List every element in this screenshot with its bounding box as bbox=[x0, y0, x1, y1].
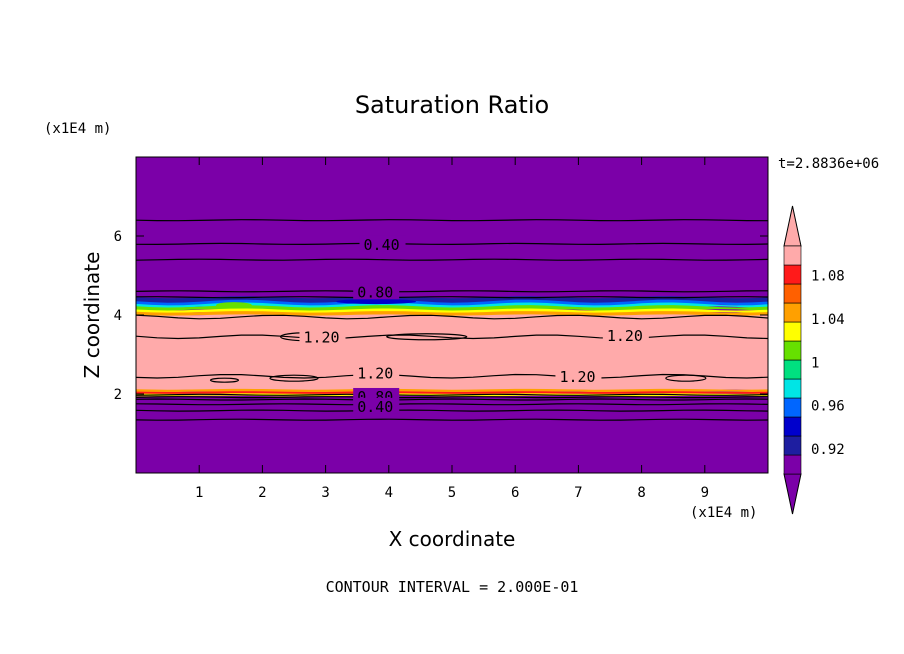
contour-line bbox=[135, 334, 769, 340]
contour-label: 1.20 bbox=[559, 368, 595, 386]
contour-label-bg bbox=[353, 364, 400, 381]
time-label: t=2.8836e+06 bbox=[778, 156, 879, 172]
colorbar-swatch bbox=[783, 359, 802, 380]
contour-line bbox=[135, 296, 769, 299]
contour-field bbox=[136, 157, 768, 473]
contour-line bbox=[135, 393, 769, 396]
contour-loop bbox=[269, 374, 319, 382]
colorbar-tick-label: 1.04 bbox=[811, 312, 845, 328]
colorbar-swatch bbox=[783, 283, 802, 304]
x-tick-label: 5 bbox=[448, 485, 456, 501]
band-lower-108 bbox=[136, 391, 768, 395]
contour-line bbox=[135, 314, 769, 320]
x-axis-unit: (x1E4 m) bbox=[690, 505, 757, 521]
colorbar: 1.08 1.04 1 0.96 0.92 bbox=[783, 205, 845, 515]
contour-line bbox=[135, 396, 769, 399]
contour-label-bg bbox=[353, 283, 400, 300]
contour-label: 0.40 bbox=[357, 398, 393, 416]
contour-label: 0.40 bbox=[364, 236, 400, 254]
colorbar-swatch bbox=[783, 340, 802, 361]
chart-title: Saturation Ratio bbox=[355, 91, 549, 119]
x-tick-label: 9 bbox=[701, 485, 709, 501]
contour-line bbox=[135, 373, 769, 379]
colorbar-tick-label: 1 bbox=[811, 355, 819, 371]
colorbar-swatch bbox=[783, 302, 802, 323]
contour-labels: 0.400.801.20 1.201.20 1.200.800.40 bbox=[299, 235, 649, 416]
contour-line bbox=[135, 258, 769, 261]
x-tick-label: 6 bbox=[511, 485, 519, 501]
x-tick-label: 7 bbox=[574, 485, 582, 501]
y-axis-label: Z coordinate bbox=[80, 252, 104, 379]
colorbar-top-arrow bbox=[783, 205, 802, 247]
x-tick-label: 3 bbox=[321, 485, 329, 501]
colorbar-swatch bbox=[783, 245, 802, 266]
colorbar-tick-label: 0.96 bbox=[811, 399, 845, 415]
colorbar-tick-label: 1.08 bbox=[811, 269, 845, 285]
contour-label: 1.20 bbox=[607, 327, 643, 345]
colorbar-swatch bbox=[783, 264, 802, 285]
contour-line bbox=[135, 290, 769, 293]
colorbar-swatch bbox=[783, 378, 802, 399]
y-tick-label: 6 bbox=[114, 229, 122, 245]
colorbar-swatch bbox=[783, 397, 802, 418]
y-axis-unit: (x1E4 m) bbox=[44, 121, 111, 137]
contour-label: 1.20 bbox=[357, 364, 393, 382]
x-tick-label: 4 bbox=[385, 485, 393, 501]
contour-line bbox=[135, 409, 769, 412]
contour-label-bg bbox=[555, 368, 602, 385]
x-axis-label: X coordinate bbox=[389, 527, 516, 551]
contour-line bbox=[135, 403, 769, 406]
contour-lines bbox=[135, 219, 769, 421]
band-upper-100 bbox=[136, 305, 768, 312]
contour-label: 1.20 bbox=[303, 329, 339, 347]
colorbar-swatch bbox=[783, 435, 802, 456]
colorbar-swatch bbox=[783, 321, 802, 342]
contour-label: 0.80 bbox=[357, 283, 393, 301]
contour-line bbox=[135, 219, 769, 222]
contour-label-bg bbox=[602, 326, 649, 343]
contour-loop bbox=[386, 333, 468, 341]
band-core bbox=[136, 314, 768, 391]
y-tick-label: 4 bbox=[114, 308, 122, 324]
y-tick-label: 2 bbox=[114, 387, 122, 403]
x-tick-label: 8 bbox=[637, 485, 645, 501]
colorbar-tick-label: 0.92 bbox=[811, 442, 845, 458]
colorbar-swatch bbox=[783, 416, 802, 437]
band-upper-092 bbox=[136, 296, 768, 305]
blue-patch bbox=[336, 299, 417, 305]
contour-label-bg bbox=[359, 235, 406, 252]
contour-label-bg bbox=[353, 397, 400, 414]
band-lower-106 bbox=[136, 388, 768, 393]
contour-line bbox=[135, 398, 769, 401]
contour-line bbox=[135, 418, 769, 421]
colorbar-bottom-arrow bbox=[783, 473, 802, 515]
contour-interval-footer: CONTOUR INTERVAL = 2.000E-01 bbox=[326, 578, 579, 596]
x-tick-label: 2 bbox=[258, 485, 266, 501]
contour-line bbox=[135, 242, 769, 246]
contour-loop bbox=[209, 377, 240, 383]
contour-loop bbox=[665, 374, 707, 382]
colorbar-swatch bbox=[783, 454, 802, 475]
green-patch bbox=[215, 302, 252, 309]
contour-label-bg bbox=[299, 328, 346, 345]
x-tick-label: 1 bbox=[195, 485, 203, 501]
axes: 1 2 3 4 5 6 7 8 9 2 4 6 bbox=[114, 157, 768, 501]
